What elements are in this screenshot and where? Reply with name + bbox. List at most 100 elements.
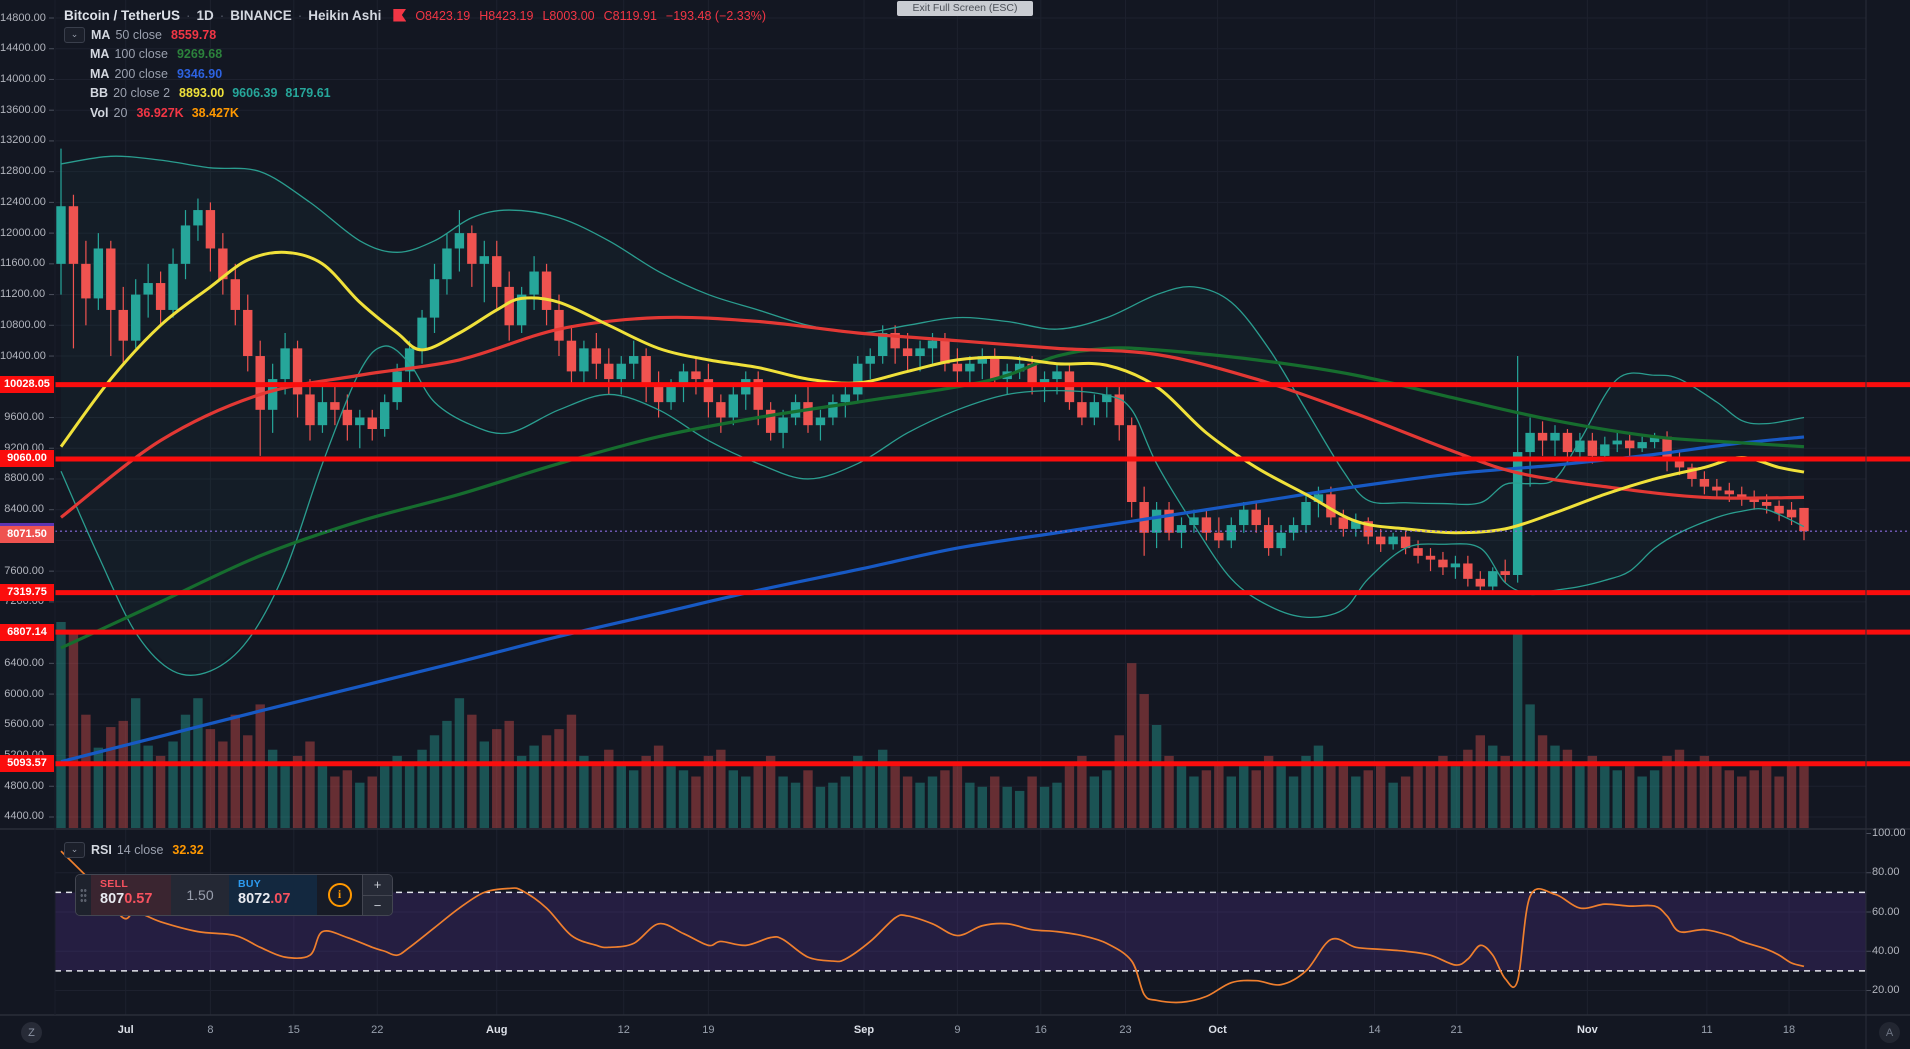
plus-button[interactable]: + xyxy=(363,875,392,896)
ohlc-values: O8423.19 H8423.19 L8003.00 C8119.91 −193.48 … xyxy=(415,8,775,23)
indicator-name: MA xyxy=(90,47,110,62)
high-value: H8423.19 xyxy=(479,8,534,23)
rsi-axis-label: 40.00 xyxy=(1872,944,1900,957)
legend-row-rsi[interactable]: ⌄ RSI 14 close 32.32 xyxy=(64,840,212,860)
price-axis-label: 12000.00 xyxy=(0,226,46,239)
indicator-value: 9269.68 xyxy=(176,47,223,62)
price-badge: 6807.14 xyxy=(0,623,54,641)
symbol-name[interactable]: Bitcoin / TetherUS xyxy=(64,7,181,23)
price-axis-label: 8400.00 xyxy=(4,503,44,516)
price-axis-label: 11600.00 xyxy=(0,257,46,270)
minus-button[interactable]: − xyxy=(363,895,392,915)
time-axis-label: Oct xyxy=(1208,1024,1227,1036)
time-axis-label: 16 xyxy=(1034,1024,1047,1036)
chevron-down-icon[interactable]: ⌄ xyxy=(64,26,85,43)
price-badge: 10028.05 xyxy=(0,376,54,394)
price-axis-label: 6400.00 xyxy=(4,656,44,669)
exchange-label: BINANCE xyxy=(230,7,292,23)
indicator-name: MA xyxy=(90,66,110,81)
change-value: −193.48 (−2.33%) xyxy=(665,8,766,23)
chevron-down-icon[interactable]: ⌄ xyxy=(64,841,85,858)
rsi-axis-label: 80.00 xyxy=(1872,866,1900,879)
indicator-params: 50 close xyxy=(115,27,163,42)
chart-legend: Bitcoin / TetherUS · 1D · BINANCE · Heik… xyxy=(64,5,775,123)
open-value: O8423.19 xyxy=(415,8,471,23)
indicator-value: 8893.00 xyxy=(179,86,225,101)
time-axis-label: 12 xyxy=(617,1024,630,1036)
time-axis-label: 19 xyxy=(702,1024,715,1036)
legend-row-vol[interactable]: Vol 20 36.927K 38.427K xyxy=(64,103,775,123)
symbol-title-row[interactable]: Bitcoin / TetherUS · 1D · BINANCE · Heik… xyxy=(64,5,775,25)
legend-row-ma100[interactable]: MA 100 close 9269.68 xyxy=(64,45,775,65)
rsi-legend: ⌄ RSI 14 close 32.32 xyxy=(64,840,212,860)
price-axis-label: 14800.00 xyxy=(0,11,46,24)
time-axis-label: Jul xyxy=(117,1024,134,1036)
time-axis-label: 15 xyxy=(287,1024,300,1036)
indicator-params: 20 close 2 xyxy=(113,86,171,101)
price-axis-label: 14000.00 xyxy=(0,72,46,85)
indicator-value: 9346.90 xyxy=(176,66,223,81)
time-axis-label: 21 xyxy=(1450,1024,1463,1036)
sell-button[interactable]: SELL 8070.57 xyxy=(91,875,171,915)
time-axis-label: 11 xyxy=(1701,1024,1713,1036)
indicator-value: 38.427K xyxy=(191,105,239,120)
chart-type-label: Heikin Ashi xyxy=(308,7,382,23)
time-axis-label: 9 xyxy=(954,1024,961,1036)
price-axis-label: 13200.00 xyxy=(0,134,46,147)
rsi-axis-label: 100.00 xyxy=(1872,827,1906,839)
legend-row-ma200[interactable]: MA 200 close 9346.90 xyxy=(64,64,775,84)
rsi-axis-label: 60.00 xyxy=(1872,905,1900,918)
exit-fullscreen-tooltip: Exit Full Screen (ESC) xyxy=(897,1,1033,16)
autoscale-badge[interactable]: A xyxy=(1879,1022,1900,1043)
indicator-params: 14 close xyxy=(116,842,164,857)
trade-panel: SELL 8070.57 1.50 BUY 8072.07 i + − xyxy=(75,874,393,916)
price-axis-label: 4800.00 xyxy=(4,779,44,792)
price-axis-label: 10800.00 xyxy=(0,318,46,331)
time-axis-label: 22 xyxy=(371,1024,384,1036)
buy-button[interactable]: BUY 8072.07 xyxy=(229,875,317,915)
indicator-name: MA xyxy=(91,27,111,42)
rsi-axis-label: 20.00 xyxy=(1872,984,1900,996)
price-axis-label: 12800.00 xyxy=(0,165,46,178)
indicator-params: 200 close xyxy=(114,66,168,81)
price-axis-label: 5600.00 xyxy=(4,718,44,731)
price-badge: 8071.50 xyxy=(0,526,54,544)
price-badge: 5093.57 xyxy=(0,755,54,773)
buy-label: BUY xyxy=(238,878,262,890)
price-axis-label: 14400.00 xyxy=(0,42,46,55)
price-axis-label: 8800.00 xyxy=(4,472,44,485)
indicator-params: 20 xyxy=(113,105,128,120)
time-axis-label: 23 xyxy=(1119,1024,1132,1036)
separator-dot: · xyxy=(219,7,225,23)
sell-price: 8070.57 xyxy=(100,891,153,907)
indicator-params: 100 close xyxy=(114,47,168,62)
drag-handle[interactable] xyxy=(76,875,91,915)
indicator-name: BB xyxy=(90,86,109,101)
info-button[interactable]: i xyxy=(317,875,362,915)
timezone-badge[interactable]: Z xyxy=(21,1022,42,1043)
indicator-value: 9606.39 xyxy=(232,86,278,101)
price-axis-label: 10400.00 xyxy=(0,349,46,362)
info-icon: i xyxy=(327,883,352,907)
indicator-name: RSI xyxy=(91,842,112,857)
price-badge: 9060.00 xyxy=(0,450,54,468)
interval-label[interactable]: 1D xyxy=(196,7,214,23)
legend-row-ma50[interactable]: ⌄ MA 50 close 8559.78 xyxy=(64,25,775,45)
buy-price: 8072.07 xyxy=(238,891,291,907)
close-value: C8119.91 xyxy=(603,8,657,23)
price-axis-label: 6000.00 xyxy=(4,687,44,700)
red-flag-icon xyxy=(393,8,407,22)
indicator-value: 8179.61 xyxy=(285,86,331,101)
indicator-value: 8559.78 xyxy=(171,27,217,42)
time-axis-label: 14 xyxy=(1368,1024,1381,1036)
price-badge: 7319.75 xyxy=(0,584,54,602)
spread-value: 1.50 xyxy=(171,875,229,915)
legend-row-bb[interactable]: BB 20 close 2 8893.00 9606.39 8179.61 xyxy=(64,84,775,104)
sell-label: SELL xyxy=(100,878,129,890)
time-axis-label: 18 xyxy=(1782,1024,1796,1036)
price-axis-label: 4400.00 xyxy=(4,810,44,823)
quantity-stepper: + − xyxy=(362,875,392,915)
time-axis-label: Aug xyxy=(486,1024,508,1036)
